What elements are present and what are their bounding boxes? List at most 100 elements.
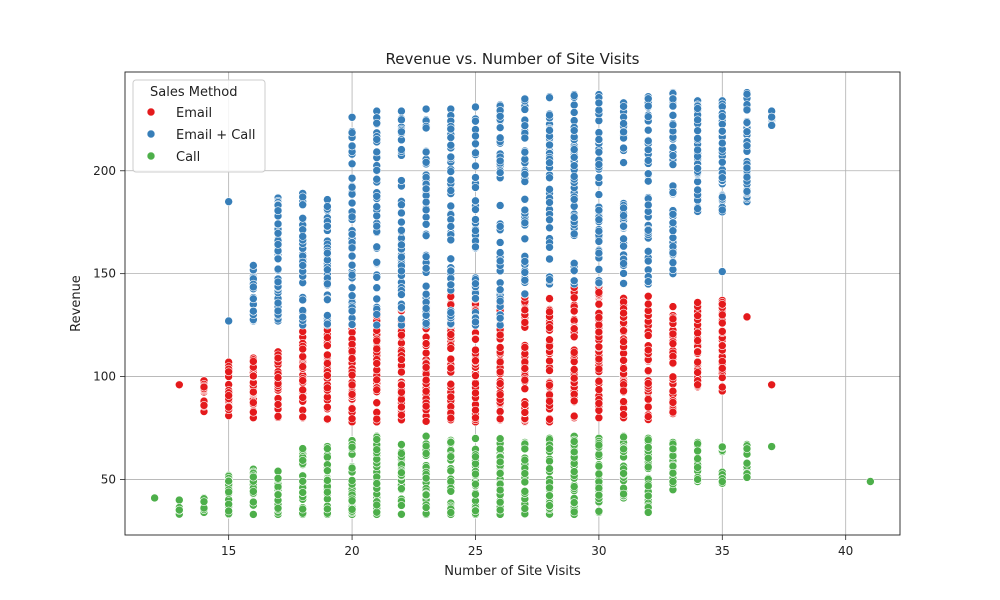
data-point	[372, 479, 382, 488]
data-point	[594, 461, 604, 471]
data-point	[742, 187, 752, 196]
data-point	[569, 195, 579, 204]
data-point	[619, 221, 628, 231]
data-point	[323, 383, 332, 393]
data-point	[619, 143, 628, 153]
data-point	[224, 391, 233, 400]
data-point	[569, 108, 579, 117]
data-point	[495, 434, 505, 444]
data-point	[495, 497, 505, 507]
data-point	[298, 232, 308, 241]
data-point	[520, 194, 530, 204]
data-point	[569, 276, 579, 286]
data-point	[569, 266, 579, 275]
data-point	[273, 490, 283, 500]
data-point	[569, 100, 579, 110]
data-point	[643, 453, 653, 463]
data-point	[347, 260, 357, 270]
data-point	[643, 145, 653, 155]
data-point	[347, 182, 357, 192]
data-point	[594, 299, 604, 309]
data-point	[298, 362, 308, 371]
data-point	[594, 248, 604, 258]
data-point	[249, 407, 258, 417]
data-point	[471, 226, 480, 235]
data-point	[545, 444, 554, 453]
data-point	[495, 285, 505, 294]
data-point	[717, 267, 727, 276]
data-point	[323, 202, 332, 211]
data-point	[594, 483, 604, 493]
data-point	[347, 198, 357, 208]
data-point	[273, 277, 283, 287]
data-point	[249, 357, 258, 366]
data-point	[668, 226, 678, 236]
data-point	[421, 184, 431, 194]
data-point	[372, 398, 382, 408]
data-point	[767, 112, 776, 122]
data-point	[693, 204, 702, 213]
data-point	[668, 444, 678, 454]
data-point	[619, 364, 628, 373]
data-point	[594, 313, 604, 322]
data-point	[446, 344, 456, 353]
data-point	[619, 469, 628, 478]
points-layer	[150, 88, 875, 519]
data-point	[298, 213, 308, 223]
data-point	[397, 387, 406, 397]
data-point	[347, 173, 357, 183]
data-point	[397, 106, 406, 116]
data-point	[421, 401, 431, 411]
data-point	[347, 442, 357, 452]
data-point	[273, 219, 283, 229]
data-point	[717, 138, 727, 148]
data-point	[323, 341, 332, 350]
data-point	[249, 371, 258, 381]
data-point	[421, 363, 431, 372]
data-point	[520, 218, 530, 228]
data-point	[323, 466, 332, 475]
data-point	[520, 234, 530, 244]
data-point	[545, 414, 554, 424]
data-point	[569, 373, 579, 383]
data-point	[495, 367, 505, 377]
data-point	[495, 111, 505, 121]
data-point	[717, 126, 727, 136]
data-point	[594, 265, 604, 274]
data-point	[446, 486, 456, 496]
data-point	[545, 173, 554, 183]
data-point	[471, 434, 480, 443]
data-point	[446, 254, 456, 264]
data-point	[693, 475, 702, 484]
data-point	[347, 476, 357, 485]
data-point	[347, 339, 357, 349]
data-point	[347, 212, 357, 222]
data-point	[372, 283, 382, 293]
data-point	[421, 348, 431, 358]
data-point	[372, 336, 382, 346]
data-point	[569, 161, 579, 170]
data-point	[668, 248, 678, 258]
data-point	[273, 206, 283, 216]
data-point	[545, 501, 554, 510]
data-point	[520, 170, 530, 179]
data-point	[347, 496, 357, 506]
data-point	[323, 452, 332, 462]
data-point	[323, 414, 332, 424]
data-point	[446, 266, 456, 276]
data-point	[347, 291, 357, 300]
data-point	[495, 485, 505, 495]
data-point	[372, 385, 382, 395]
data-point	[372, 344, 382, 354]
data-point	[643, 136, 653, 146]
data-point	[249, 398, 258, 407]
data-point	[693, 439, 702, 449]
data-point	[668, 329, 678, 339]
data-point	[495, 123, 505, 132]
data-point	[693, 368, 702, 377]
data-point	[693, 336, 702, 345]
data-point	[742, 163, 752, 173]
data-point	[397, 240, 406, 250]
legend-title: Sales Method	[150, 85, 238, 100]
